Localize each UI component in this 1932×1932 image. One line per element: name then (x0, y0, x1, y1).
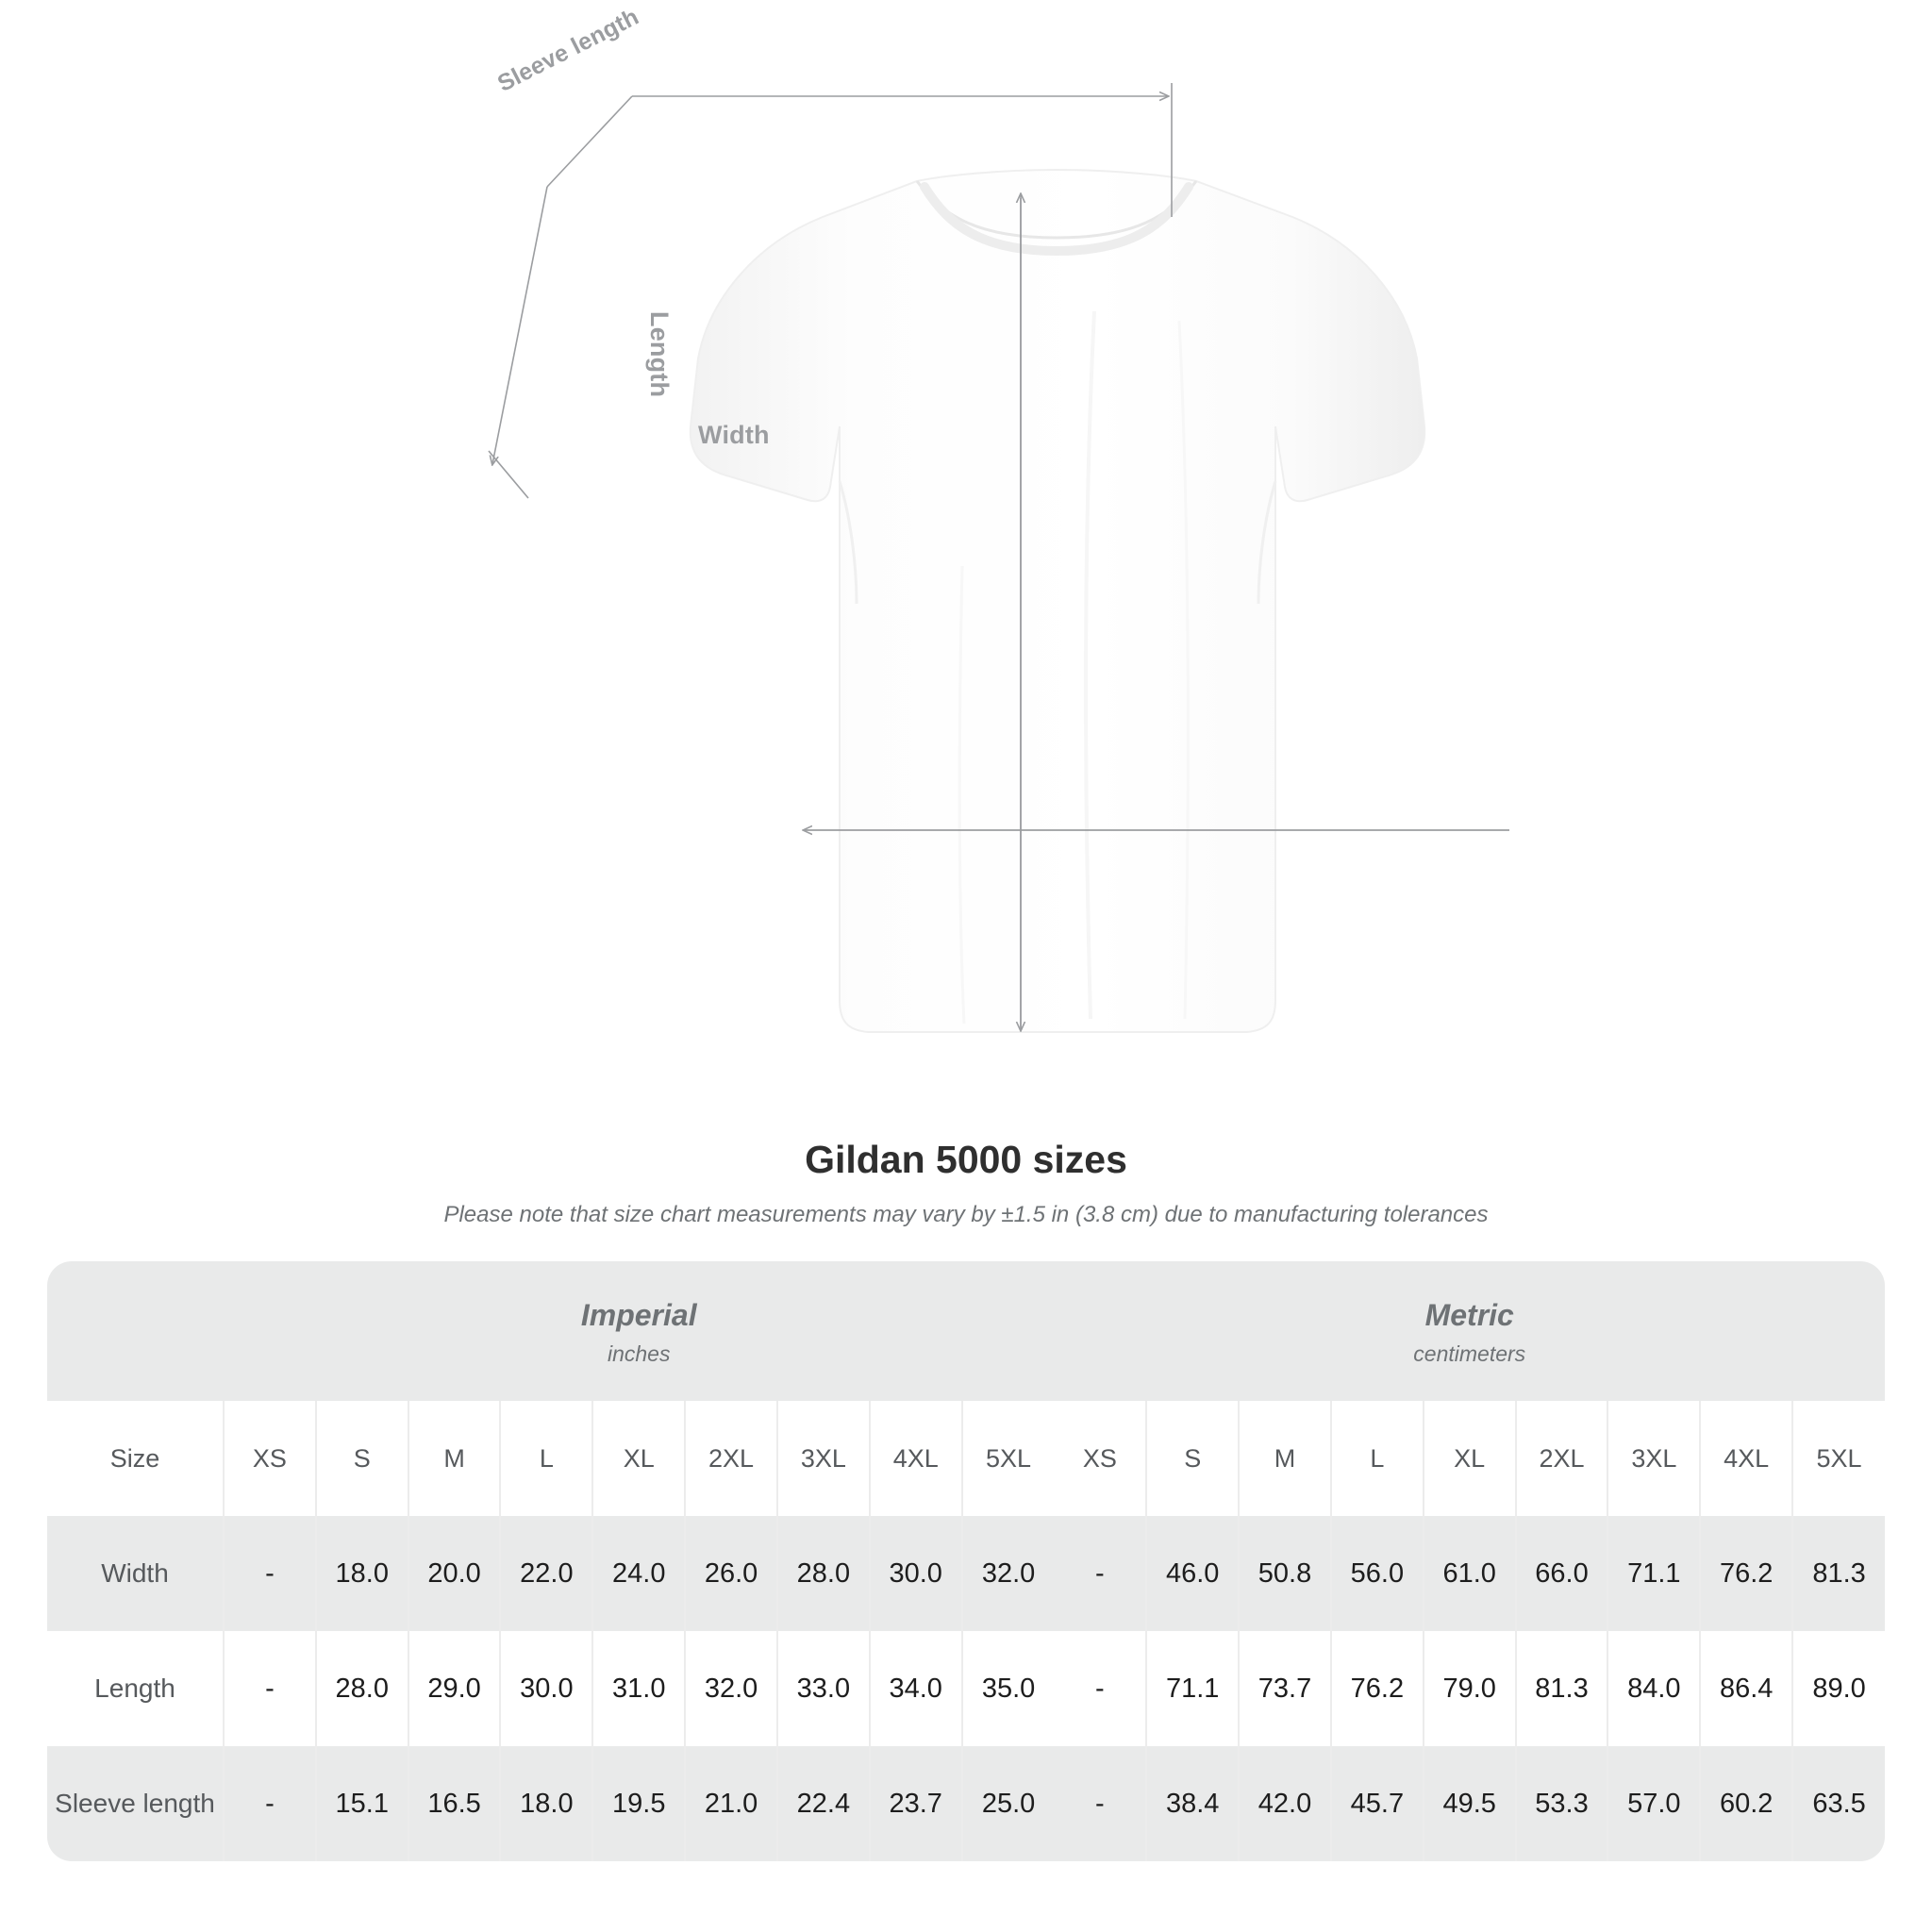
cell-sleeve-length-imperial-3xl: 22.4 (775, 1746, 870, 1861)
cell-sleeve-length-metric-xs: - (1054, 1746, 1147, 1861)
cell-width-imperial-5xl: 32.0 (960, 1516, 1055, 1631)
cell-width-metric-4xl: 76.2 (1699, 1516, 1793, 1631)
cell-width-metric-2xl: 66.0 (1514, 1516, 1608, 1631)
cell-sleeve-length-imperial-5xl: 25.0 (960, 1746, 1055, 1861)
size-header-metric-xl: XL (1422, 1401, 1516, 1516)
page-title: Gildan 5000 sizes (805, 1138, 1127, 1181)
measurement-guides (488, 83, 1509, 1030)
cell-sleeve-length-metric-l: 45.7 (1329, 1746, 1424, 1861)
cell-sleeve-length-metric-4xl: 60.2 (1699, 1746, 1793, 1861)
cell-sleeve-length-metric-xl: 49.5 (1422, 1746, 1516, 1861)
size-header-imperial-s: S (314, 1401, 408, 1516)
cell-length-imperial-m: 29.0 (407, 1631, 501, 1746)
measurement-row-label: Width (47, 1516, 224, 1631)
cell-length-imperial-l: 30.0 (499, 1631, 593, 1746)
cell-length-imperial-s: 28.0 (314, 1631, 408, 1746)
unit-name: Metric (1424, 1297, 1514, 1332)
size-header-metric-s: S (1145, 1401, 1240, 1516)
size-chart-table: Imperial inches Metric centimeters Size XS S M L… (47, 1261, 1885, 1861)
table-row: Length -28.0 29.0 30.0 31.0 32.0 33.0 34.0 35.0-… (47, 1631, 1885, 1746)
measurement-row-label: Length (47, 1631, 224, 1746)
size-header-imperial-3xl: 3XL (775, 1401, 870, 1516)
cell-sleeve-length-imperial-xl: 19.5 (591, 1746, 686, 1861)
size-header-metric-4xl: 4XL (1699, 1401, 1793, 1516)
cell-sleeve-length-metric-5xl: 63.5 (1791, 1746, 1885, 1861)
size-header-metric-xs: XS (1054, 1401, 1147, 1516)
unit-subtitle: centimeters (1413, 1341, 1526, 1366)
width-dimension-label: Width (698, 421, 770, 449)
cell-sleeve-length-imperial-xs: - (223, 1746, 316, 1861)
cell-width-metric-xl: 61.0 (1422, 1516, 1516, 1631)
cell-width-imperial-2xl: 26.0 (684, 1516, 777, 1631)
size-column-header: Size (47, 1401, 224, 1516)
size-header-imperial-4xl: 4XL (868, 1401, 962, 1516)
cell-length-imperial-xl: 31.0 (591, 1631, 686, 1746)
size-header-metric-3xl: 3XL (1607, 1401, 1701, 1516)
size-header-imperial-m: M (407, 1401, 501, 1516)
cell-width-imperial-3xl: 28.0 (775, 1516, 870, 1631)
cell-length-imperial-2xl: 32.0 (684, 1631, 777, 1746)
cell-width-metric-s: 46.0 (1145, 1516, 1240, 1631)
cell-sleeve-length-imperial-4xl: 23.7 (868, 1746, 962, 1861)
garment-diagram-section: Sleeve length Length Width (434, 4, 1509, 1075)
cell-width-imperial-l: 22.0 (499, 1516, 593, 1631)
cell-length-metric-l: 76.2 (1329, 1631, 1424, 1746)
cell-width-metric-3xl: 71.1 (1607, 1516, 1701, 1631)
size-header-metric-l: L (1329, 1401, 1424, 1516)
cell-sleeve-length-metric-2xl: 53.3 (1514, 1746, 1608, 1861)
size-header-metric-m: M (1238, 1401, 1331, 1516)
cell-sleeve-length-imperial-l: 18.0 (499, 1746, 593, 1861)
size-header-imperial-xs: XS (223, 1401, 316, 1516)
cell-length-imperial-xs: - (223, 1631, 316, 1746)
cell-width-imperial-xs: - (223, 1516, 316, 1631)
cell-width-imperial-m: 20.0 (407, 1516, 501, 1631)
size-header-row: Size XS S M L XL 2XL 3XL 4XL 5XL XS S M L XL 2XL 3XL 4XL 5… (47, 1401, 1885, 1516)
cell-sleeve-length-imperial-s: 15.1 (314, 1746, 408, 1861)
size-chart-table-container: Imperial inches Metric centimeters Size XS S M L… (47, 1261, 1885, 1861)
cell-width-imperial-4xl: 30.0 (868, 1516, 962, 1631)
length-dimension-label: Length (645, 311, 674, 398)
cell-length-imperial-4xl: 34.0 (868, 1631, 962, 1746)
unit-subtitle: inches (607, 1341, 671, 1366)
unit-name: Imperial (580, 1297, 697, 1332)
cell-length-imperial-5xl: 35.0 (960, 1631, 1055, 1746)
cell-length-metric-3xl: 84.0 (1607, 1631, 1701, 1746)
tshirt-body-shape (689, 168, 1426, 1033)
tshirt-illustration (434, 75, 1509, 1075)
unit-header-metric: Metric centimeters (1054, 1261, 1885, 1401)
table-row: Sleeve length -15.1 16.5 18.0 19.5 21.0 22.4 23… (47, 1746, 1885, 1861)
unit-row-spacer (47, 1261, 224, 1401)
cell-width-imperial-xl: 24.0 (591, 1516, 686, 1631)
cell-sleeve-length-imperial-2xl: 21.0 (684, 1746, 777, 1861)
cell-length-metric-xs: - (1054, 1631, 1147, 1746)
table-row: Width -18.0 20.0 22.0 24.0 26.0 28.0 30.0 32.0-4… (47, 1516, 1885, 1631)
cell-width-metric-m: 50.8 (1238, 1516, 1331, 1631)
cell-length-metric-4xl: 86.4 (1699, 1631, 1793, 1746)
cell-width-imperial-s: 18.0 (314, 1516, 408, 1631)
cell-length-imperial-3xl: 33.0 (775, 1631, 870, 1746)
cell-width-metric-5xl: 81.3 (1791, 1516, 1885, 1631)
size-header-metric-5xl: 5XL (1791, 1401, 1885, 1516)
size-header-imperial-5xl: 5XL (960, 1401, 1055, 1516)
cell-length-metric-xl: 79.0 (1422, 1631, 1516, 1746)
cell-sleeve-length-imperial-m: 16.5 (407, 1746, 501, 1861)
unit-system-header-row: Imperial inches Metric centimeters (47, 1261, 1885, 1401)
cell-length-metric-m: 73.7 (1238, 1631, 1331, 1746)
size-header-imperial-xl: XL (591, 1401, 686, 1516)
size-chart-heading: Gildan 5000 sizes Please note that size … (0, 1137, 1932, 1228)
cell-length-metric-5xl: 89.0 (1791, 1631, 1885, 1746)
tolerance-note: Please note that size chart measurements… (443, 1202, 1489, 1228)
size-header-imperial-l: L (499, 1401, 593, 1516)
measurement-row-label: Sleeve length (47, 1746, 224, 1861)
cell-sleeve-length-metric-s: 38.4 (1145, 1746, 1240, 1861)
cell-width-metric-xs: - (1054, 1516, 1147, 1631)
cell-width-metric-l: 56.0 (1329, 1516, 1424, 1631)
cell-length-metric-s: 71.1 (1145, 1631, 1240, 1746)
size-header-metric-2xl: 2XL (1514, 1401, 1608, 1516)
unit-header-imperial: Imperial inches (224, 1261, 1055, 1401)
cell-sleeve-length-metric-m: 42.0 (1238, 1746, 1331, 1861)
cell-length-metric-2xl: 81.3 (1514, 1631, 1608, 1746)
cell-sleeve-length-metric-3xl: 57.0 (1607, 1746, 1701, 1861)
size-header-imperial-2xl: 2XL (684, 1401, 777, 1516)
